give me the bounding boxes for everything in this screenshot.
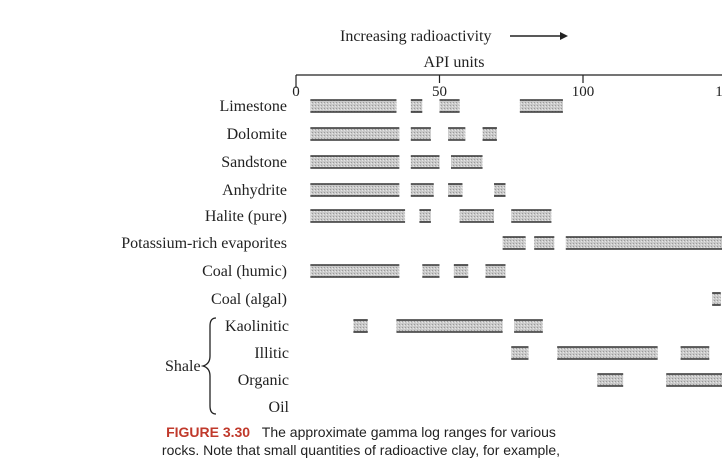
range-bar <box>485 265 506 277</box>
rock-label-organic: Organic <box>238 372 289 389</box>
x-axis-label: API units <box>424 54 485 71</box>
range-bar <box>519 100 563 112</box>
range-bar <box>353 320 368 332</box>
figure-caption-line-1: FIGURE 3.30 The approximate gamma log ra… <box>0 423 722 441</box>
rock-label-anhydrite: Anhydrite <box>222 182 287 199</box>
rock-label-oil: Oil <box>269 399 290 416</box>
range-bar <box>511 347 529 359</box>
range-bar <box>410 184 434 196</box>
range-bar <box>310 128 400 140</box>
range-bar <box>448 184 463 196</box>
figure-label: FIGURE 3.30 <box>166 424 251 440</box>
range-bar <box>511 210 552 222</box>
range-bar <box>310 265 400 277</box>
rock-label-coal-humic: Coal (humic) <box>202 263 287 280</box>
range-bar <box>565 237 722 249</box>
range-bar <box>534 237 555 249</box>
figure-caption-line-2: rocks. Note that small quantities of rad… <box>161 442 561 458</box>
range-bar <box>439 100 460 112</box>
range-bar <box>450 156 483 168</box>
range-bar <box>459 210 495 222</box>
x-axis-ticks: 050100150200 <box>292 75 722 100</box>
range-bar <box>597 374 624 386</box>
rock-label-coal-algal: Coal (algal) <box>211 291 287 308</box>
shale-group-label: Shale <box>165 358 201 375</box>
rock-label-sandstone: Sandstone <box>221 154 287 171</box>
range-bar <box>310 184 400 196</box>
chart-title: Increasing radioactivity <box>340 28 492 45</box>
range-bar <box>310 156 400 168</box>
range-bars <box>310 99 722 387</box>
range-bar <box>410 156 440 168</box>
rock-label-illitic: Illitic <box>254 345 289 362</box>
range-bar <box>557 347 658 359</box>
range-bar <box>419 210 431 222</box>
rock-label-dolomite: Dolomite <box>227 126 287 143</box>
range-bar <box>422 265 440 277</box>
range-bar <box>502 237 526 249</box>
caption-text: The approximate gamma log ranges for var… <box>261 424 556 440</box>
range-bar <box>410 100 423 112</box>
range-bar <box>396 320 503 332</box>
rock-label-kaolinitic: Kaolinitic <box>225 318 289 335</box>
x-tick-label: 50 <box>432 84 447 100</box>
range-bar <box>310 100 397 112</box>
range-bar <box>680 347 710 359</box>
rock-label-halite-pure: Halite (pure) <box>205 208 287 225</box>
x-tick-label: 150 <box>715 84 722 100</box>
range-bar <box>482 128 497 140</box>
rock-label-limestone: Limestone <box>219 98 287 115</box>
x-tick-label: 0 <box>292 84 300 100</box>
arrow-right-icon <box>510 32 568 40</box>
range-bar <box>666 374 722 386</box>
rock-label-potassium-rich-evaporites: Potassium-rich evaporites <box>121 235 287 252</box>
shale-brace <box>200 317 217 415</box>
rock-labels: Limestone Dolomite Sandstone Anhydrite Halit… <box>121 98 289 416</box>
range-bar <box>310 210 406 222</box>
x-tick-label: 100 <box>572 84 595 100</box>
range-bar <box>453 265 469 277</box>
range-bar <box>410 128 431 140</box>
range-bar <box>448 128 466 140</box>
range-bar <box>514 320 543 332</box>
range-bar <box>712 293 721 305</box>
range-bar <box>494 184 506 196</box>
